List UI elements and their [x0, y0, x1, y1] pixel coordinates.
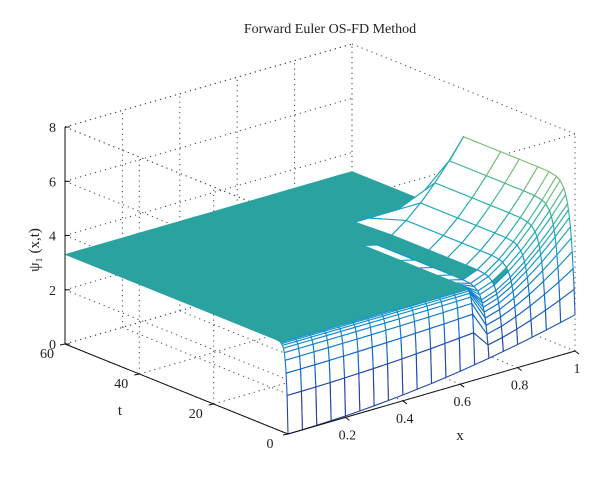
t-axis-label: t [118, 403, 123, 419]
box-frame-line [64, 126, 289, 218]
x-tick-mark [402, 400, 408, 405]
surface-patch [343, 372, 361, 417]
left-grid-z [64, 289, 289, 381]
surface-patch [386, 358, 404, 402]
t-tick-mark [208, 403, 214, 406]
x-tick-mark [459, 383, 465, 388]
x-tick-mark [517, 367, 522, 372]
surface-patch [401, 353, 418, 396]
t-tick-label: 0 [267, 437, 274, 452]
x-tick-label: 0.4 [396, 412, 414, 427]
z-tick-label: 8 [49, 121, 56, 136]
t-tick-label: 60 [40, 347, 54, 362]
x-tick-label: 1 [574, 362, 581, 377]
surface-patch [444, 337, 461, 378]
back-grid-z [64, 97, 353, 182]
surface-patch [372, 363, 389, 407]
box-frame-line [351, 43, 576, 135]
z-tick-label: 6 [49, 175, 56, 190]
x-tick-label: 0.6 [453, 395, 471, 410]
chart-title: Forward Euler OS-FD Method [244, 22, 416, 37]
z-tick-label: 4 [49, 230, 56, 245]
t-tick-mark [282, 433, 289, 436]
t-tick-label: 40 [114, 377, 128, 392]
z-tick-label: 0 [49, 338, 56, 353]
surface-patch [300, 386, 318, 431]
t-tick-label: 20 [189, 407, 203, 422]
x-tick-mark [345, 416, 350, 421]
surface-mesh [64, 136, 576, 435]
surface-patch [286, 390, 303, 435]
box-frame-line [64, 43, 353, 128]
z-tick-label: 2 [49, 284, 56, 299]
t-axis-line [64, 343, 289, 435]
back-grid-z [64, 43, 353, 128]
surface-patch [415, 348, 433, 390]
x-axis-line [287, 350, 576, 435]
surface-patch [329, 377, 346, 422]
x-tick-label: 0.2 [339, 428, 357, 443]
x-axis-label: x [456, 428, 464, 444]
x-tick-mark [574, 350, 580, 355]
x-tick-label: 0.8 [511, 379, 529, 394]
surface-patch [315, 382, 332, 426]
surface-patch [358, 368, 375, 412]
z-axis-label: ψ₁ (x,t) [27, 228, 43, 272]
surface-patch [458, 332, 476, 372]
surface-patch [430, 342, 447, 385]
t-tick-mark [134, 373, 140, 376]
floor-grid-x [122, 326, 346, 418]
t-tick-mark [59, 343, 66, 346]
